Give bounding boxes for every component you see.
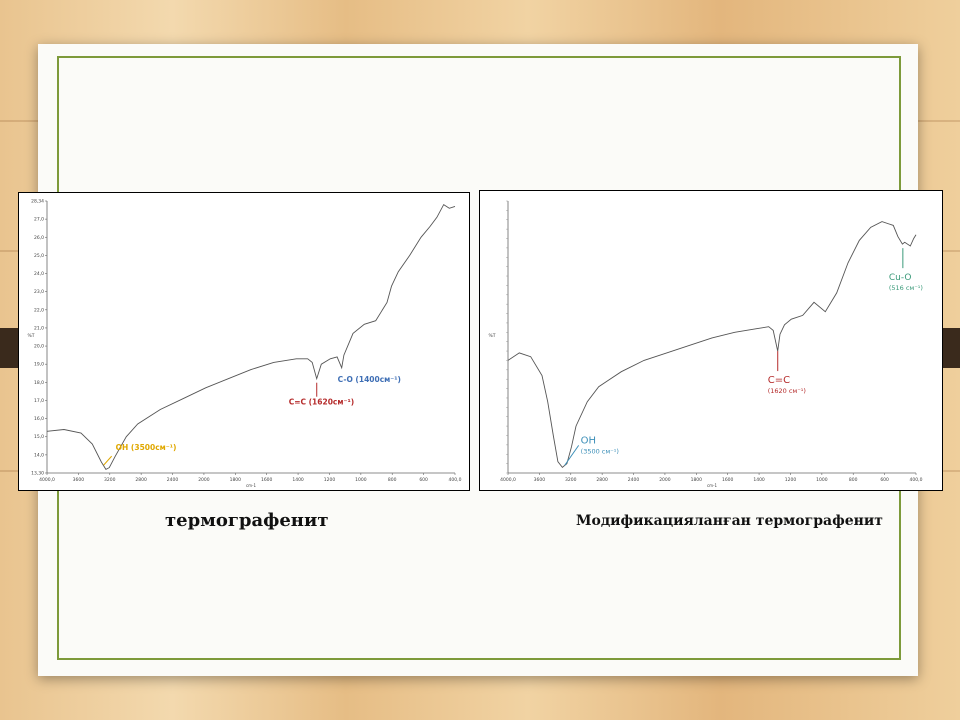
peak-annotation-label: C-O (1400см⁻¹) bbox=[338, 375, 401, 384]
x-tick-label: 600 bbox=[419, 477, 428, 483]
y-tick-label: 18,0 bbox=[34, 380, 44, 386]
x-tick-label: 4000,0 bbox=[39, 477, 55, 483]
y-tick-label: 20,0 bbox=[34, 344, 44, 350]
y-tick-label: 15,0 bbox=[34, 434, 44, 440]
x-tick-label: 3600 bbox=[73, 477, 85, 483]
y-tick-label: 13,30 bbox=[31, 471, 44, 477]
y-tick-label: 22,0 bbox=[34, 307, 44, 313]
peak-annotation-label: C=C bbox=[768, 375, 790, 386]
peak-marker-line bbox=[103, 455, 113, 466]
y-tick-label: 28,34 bbox=[31, 199, 44, 205]
y-tick-label: 16,0 bbox=[34, 416, 44, 422]
x-axis-label: cm-1 bbox=[707, 483, 718, 488]
peak-annotation-sub: (3500 см⁻¹) bbox=[581, 447, 619, 455]
peak-marker-line bbox=[564, 445, 580, 466]
x-tick-label: 1600 bbox=[722, 477, 734, 483]
x-tick-label: 2800 bbox=[135, 477, 147, 483]
spectrum-curve bbox=[46, 203, 456, 470]
spectrum-curve bbox=[507, 221, 917, 469]
y-axis-label: %T bbox=[27, 333, 34, 339]
ftir-chart-right-svg: 4000,0 3600 3200 2800 2400 2000 1800 1600 1400 12… bbox=[488, 200, 923, 488]
ftir-chart-left: 4000,0 3600 3200 2800 2400 2000 1800 1600 1400 12… bbox=[18, 192, 470, 491]
y-tick-label: 21,0 bbox=[34, 325, 44, 331]
peak-annotation-label: C=C (1620см⁻¹) bbox=[289, 398, 354, 407]
peak-annotation-sub: (1620 см⁻¹) bbox=[768, 387, 806, 395]
ftir-chart-left-svg: 4000,0 3600 3200 2800 2400 2000 1800 1600 1400 12… bbox=[27, 199, 462, 489]
x-tick-label: 3200 bbox=[565, 477, 577, 483]
x-tick-label: 1000 bbox=[816, 477, 828, 483]
y-tick-label: 23,0 bbox=[34, 289, 44, 295]
x-tick-label: 400,0 bbox=[910, 477, 923, 483]
x-tick-label: 1800 bbox=[691, 477, 703, 483]
x-tick-label: 2800 bbox=[596, 477, 608, 483]
y-tick-label: 17,0 bbox=[34, 398, 44, 404]
caption-right: Модификацияланған термографенит bbox=[576, 513, 883, 529]
x-tick-label: 1200 bbox=[324, 477, 336, 483]
x-tick-label: 1600 bbox=[261, 477, 273, 483]
x-tick-label: 2400 bbox=[628, 477, 640, 483]
x-tick-label: 1000 bbox=[355, 477, 367, 483]
y-tick-label: 14,0 bbox=[34, 452, 44, 458]
y-tick-label: 24,0 bbox=[34, 271, 44, 277]
x-tick-label: 1800 bbox=[230, 477, 242, 483]
y-tick-label: 19,0 bbox=[34, 362, 44, 368]
x-tick-label: 2400 bbox=[167, 477, 179, 483]
peak-annotation-label: OH (3500см⁻¹) bbox=[116, 443, 177, 452]
x-tick-label: 1200 bbox=[785, 477, 797, 483]
peak-annotation-label: Cu-O bbox=[889, 273, 912, 283]
x-tick-label: 4000,0 bbox=[500, 477, 516, 483]
x-tick-label: 3200 bbox=[104, 477, 116, 483]
x-tick-label: 1400 bbox=[753, 477, 765, 483]
y-tick-label: 26,0 bbox=[34, 235, 44, 241]
x-tick-label: 800 bbox=[388, 477, 397, 483]
x-tick-label: 400,0 bbox=[449, 477, 462, 483]
y-axis-label: %T bbox=[488, 333, 495, 339]
x-axis-label: cm-1 bbox=[246, 483, 257, 488]
x-tick-label: 2000 bbox=[198, 477, 210, 483]
y-tick-label: 25,0 bbox=[34, 253, 44, 259]
x-tick-label: 3600 bbox=[534, 477, 546, 483]
caption-left: термографенит bbox=[165, 510, 329, 531]
x-tick-label: 600 bbox=[880, 477, 889, 483]
x-tick-label: 1400 bbox=[292, 477, 304, 483]
y-tick-label: 27,0 bbox=[34, 217, 44, 223]
peak-annotation-sub: (516 см⁻¹) bbox=[889, 284, 923, 292]
ftir-chart-right: 4000,0 3600 3200 2800 2400 2000 1800 1600 1400 12… bbox=[479, 190, 943, 491]
x-tick-label: 800 bbox=[849, 477, 858, 483]
x-tick-label: 2000 bbox=[659, 477, 671, 483]
peak-annotation-label: OH bbox=[581, 435, 596, 446]
